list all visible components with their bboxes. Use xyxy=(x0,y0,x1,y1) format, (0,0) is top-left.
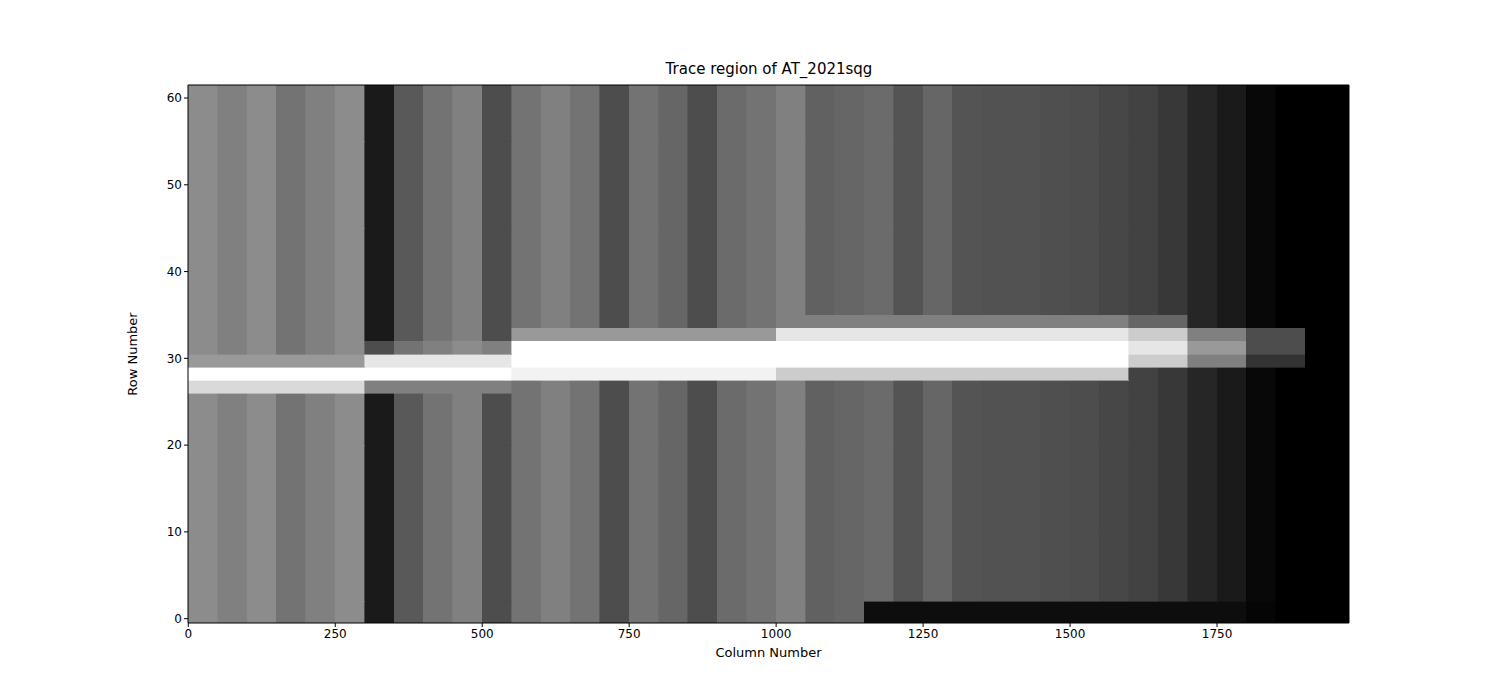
svg-text:10: 10 xyxy=(167,525,182,539)
svg-text:60: 60 xyxy=(167,91,182,105)
svg-text:Column Number: Column Number xyxy=(715,645,822,660)
svg-text:250: 250 xyxy=(324,627,347,641)
svg-text:30: 30 xyxy=(167,352,182,366)
svg-text:20: 20 xyxy=(167,438,182,452)
svg-text:1250: 1250 xyxy=(908,627,939,641)
svg-text:Row Number: Row Number xyxy=(125,312,140,396)
svg-text:750: 750 xyxy=(618,627,641,641)
svg-text:1500: 1500 xyxy=(1055,627,1086,641)
svg-text:1000: 1000 xyxy=(761,627,792,641)
svg-text:50: 50 xyxy=(167,178,182,192)
svg-text:0: 0 xyxy=(174,612,182,626)
svg-text:40: 40 xyxy=(167,265,182,279)
svg-text:0: 0 xyxy=(184,627,192,641)
html-text:Trace region of AT_2021sqg: Trace region of AT_2021sqg xyxy=(665,60,873,78)
svg-text:500: 500 xyxy=(471,627,494,641)
svg-text:1750: 1750 xyxy=(1202,627,1233,641)
